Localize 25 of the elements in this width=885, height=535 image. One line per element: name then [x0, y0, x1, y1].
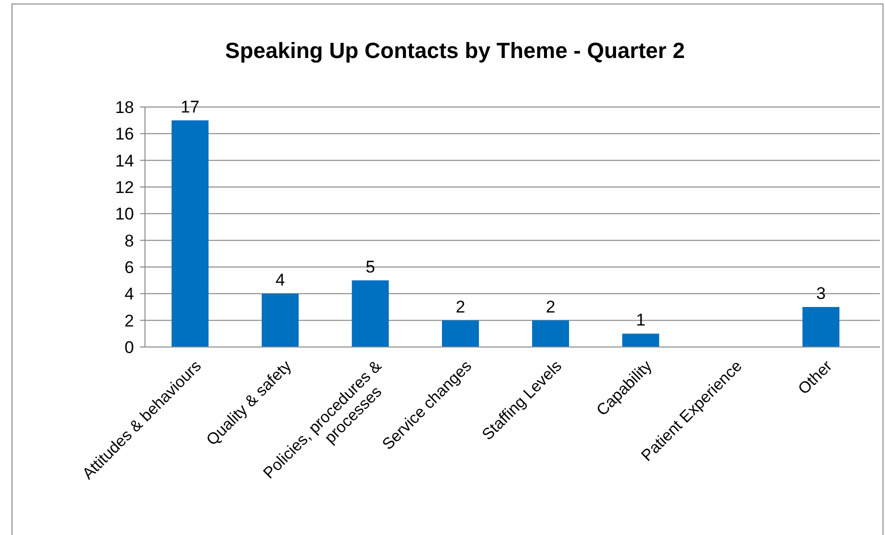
bar: [532, 320, 570, 347]
y-tick-label: 18: [115, 98, 134, 117]
data-label: 17: [180, 97, 200, 116]
chart-title: Speaking Up Contacts by Theme - Quarter 2: [225, 38, 685, 63]
y-tick-label: 10: [115, 204, 134, 224]
y-tick-label: 0: [124, 338, 134, 357]
bar: [262, 294, 299, 347]
bar: [442, 320, 479, 347]
data-label: 3: [816, 284, 826, 303]
y-tick-label: 12: [115, 178, 134, 197]
y-tick-label: 8: [124, 231, 134, 250]
bar: [352, 280, 389, 347]
y-tick-label: 16: [115, 124, 134, 144]
y-tick-label: 6: [124, 258, 134, 277]
data-label: 2: [546, 297, 556, 316]
data-label: 1: [636, 310, 646, 330]
bar: [172, 120, 209, 347]
y-tick-label: 4: [124, 284, 134, 304]
bar: [802, 307, 840, 347]
y-tick-label: 2: [124, 311, 134, 330]
data-label: 2: [456, 297, 466, 316]
data-label: 4: [275, 270, 285, 290]
y-tick-label: 14: [115, 151, 134, 170]
bar: [622, 334, 660, 347]
data-label: 5: [366, 257, 376, 276]
